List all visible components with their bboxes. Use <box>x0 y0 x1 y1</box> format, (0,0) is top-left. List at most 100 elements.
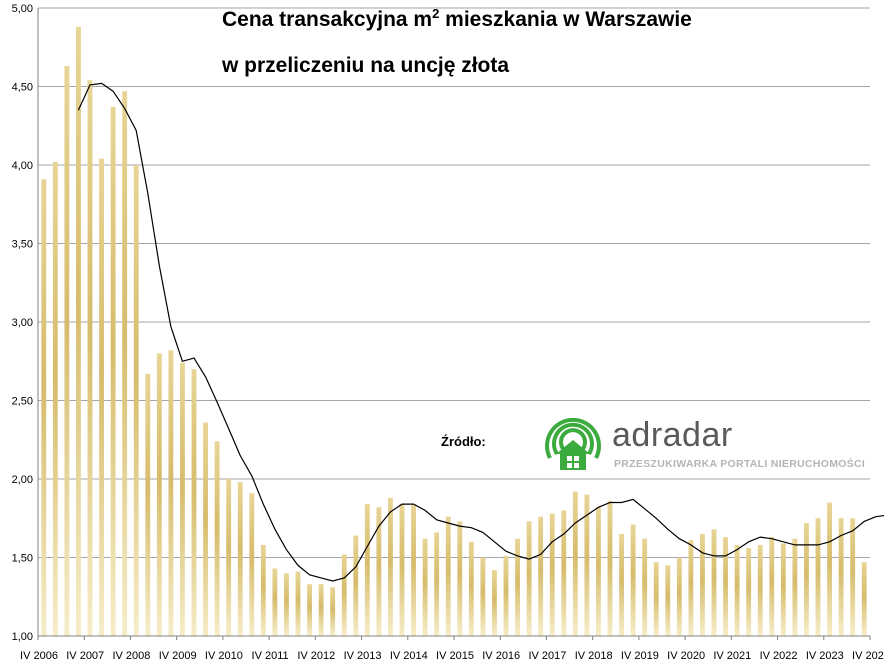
x-tick-label: IV 2009 <box>159 650 197 662</box>
x-tick-label: IV 2007 <box>66 650 104 662</box>
bar <box>353 535 359 636</box>
x-tick-label: IV 2022 <box>760 650 798 662</box>
bar <box>64 66 70 637</box>
bar <box>723 537 728 636</box>
x-tick-label: IV 2020 <box>667 650 705 662</box>
bar <box>364 504 370 636</box>
x-tick-label: IV 2017 <box>528 650 566 662</box>
bar <box>180 362 185 636</box>
x-tick-label: IV 2015 <box>436 650 474 662</box>
bar <box>110 106 116 636</box>
bar <box>133 165 139 636</box>
bar <box>850 518 856 636</box>
x-tick-label: IV 2013 <box>344 650 382 662</box>
bar <box>838 518 844 636</box>
bar <box>284 573 289 636</box>
bar <box>87 80 93 637</box>
y-tick-label: 1,50 <box>12 553 33 565</box>
axes: 1,00 1,50 2,00 2,50 3,00 3,50 4,00 4,50 5,00 IV 2… <box>12 3 884 662</box>
bar <box>122 91 128 636</box>
bar <box>41 179 47 636</box>
x-tick-label: IV 2021 <box>713 650 751 662</box>
bar <box>457 521 463 636</box>
bar <box>538 516 544 636</box>
y-tick-label: 4,00 <box>12 160 33 172</box>
x-tick-label: IV 2008 <box>112 650 150 662</box>
brand-tagline: PRZESZUKIWARKA PORTALI NIERUCHOMOŚCI <box>614 458 866 470</box>
chart-subtitle: w przeliczeniu na uncję złota <box>222 54 510 77</box>
bar <box>214 441 220 636</box>
bar <box>341 554 347 636</box>
chart-title: Cena transakcyjna m2 mieszkania w Warsza… <box>222 6 692 31</box>
bar <box>330 587 336 636</box>
x-tick-label: IV 2024 <box>852 650 884 662</box>
x-tick-label: IV 2018 <box>575 650 613 662</box>
trend-line-path <box>77 82 884 582</box>
trend-line <box>77 82 884 582</box>
bar <box>376 507 382 636</box>
x-tick-label: IV 2023 <box>806 650 844 662</box>
bar <box>445 516 451 636</box>
bar <box>792 538 798 636</box>
x-tick-label: IV 2011 <box>252 650 289 662</box>
source-brand: adradar PRZESZUKIWARKA PORTALI NIERUCHOM… <box>538 408 878 478</box>
bar <box>815 518 821 636</box>
bar <box>52 161 58 637</box>
bar <box>422 538 428 636</box>
bar <box>665 565 671 636</box>
x-tick-label: IV 2019 <box>621 650 659 662</box>
bar <box>734 544 740 636</box>
bar <box>76 26 81 636</box>
bar <box>203 422 208 636</box>
y-tick-label: 2,00 <box>12 474 33 486</box>
bar <box>168 350 174 636</box>
bar <box>827 502 832 636</box>
bars <box>41 26 867 637</box>
x-tick-label: IV 2006 <box>20 650 58 662</box>
y-tick-label: 3,50 <box>12 239 33 251</box>
bar <box>630 524 636 636</box>
bar <box>676 557 682 636</box>
bar <box>619 533 624 636</box>
y-tick-label: 1,00 <box>12 631 33 643</box>
bar <box>861 562 867 636</box>
bar <box>515 538 520 636</box>
bar <box>711 529 717 636</box>
bar <box>526 521 532 636</box>
bar <box>642 538 648 636</box>
bar <box>584 494 590 636</box>
bar <box>388 497 393 636</box>
x-tick-label: IV 2010 <box>205 650 243 662</box>
bar <box>780 543 786 636</box>
gridlines <box>38 7 870 637</box>
bar <box>249 493 255 636</box>
bar <box>237 482 243 636</box>
bar <box>653 562 659 636</box>
bar <box>480 557 486 636</box>
bar <box>307 584 312 636</box>
house-radar-icon <box>545 417 601 470</box>
brand-name: adradar <box>612 416 733 454</box>
x-tick-label: IV 2014 <box>390 650 428 662</box>
bar <box>804 522 809 636</box>
x-tick-label: IV 2016 <box>482 650 520 662</box>
bar <box>607 500 613 636</box>
y-tick-label: 2,50 <box>12 396 33 408</box>
bar <box>99 158 104 636</box>
bar <box>156 353 162 636</box>
bar <box>688 540 694 636</box>
bar <box>191 369 197 636</box>
y-tick-label: 3,00 <box>12 317 33 329</box>
bar <box>492 570 497 636</box>
bar <box>700 533 705 636</box>
bar <box>572 491 578 636</box>
bar <box>260 544 266 636</box>
bar <box>596 507 601 636</box>
bar <box>318 584 324 636</box>
bar <box>145 373 151 636</box>
x-tick-label: IV 2012 <box>297 650 335 662</box>
bar <box>399 504 405 636</box>
source-label: Źródło: <box>441 434 486 449</box>
bar <box>503 555 509 636</box>
